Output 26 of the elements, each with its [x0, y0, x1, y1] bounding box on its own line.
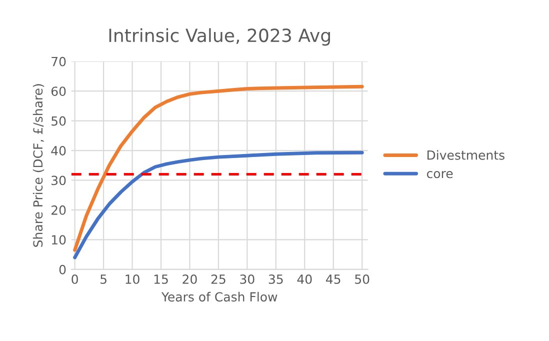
y-tick-label: 20 [52, 205, 66, 215]
x-tick-label: 35 [268, 274, 283, 284]
x-tick-label: 45 [326, 274, 340, 284]
y-tick-label: 10 [52, 235, 66, 245]
x-tick-label: 30 [240, 274, 254, 284]
line-series [73, 150, 364, 260]
line-series [73, 84, 364, 252]
y-tick-label: 40 [51, 146, 66, 156]
y-tick-label: 70 [52, 56, 66, 66]
x-tick-label: 10 [126, 274, 140, 284]
x-tick-label: 5 [100, 274, 106, 284]
x-tick-label: 20 [182, 274, 197, 284]
x-tick-label: 15 [154, 274, 168, 284]
y-tick-label: 60 [51, 86, 66, 96]
y-axis-title: Share Price (DCF, £/share) [32, 84, 44, 247]
chart-title: Intrinsic Value, 2023 Avg [109, 28, 330, 46]
y-tick-label: 50 [52, 116, 66, 126]
legend-label: Divestments [427, 150, 504, 160]
legend-label: core [426, 171, 453, 178]
x-axis-title: Years of Cash Flow [161, 292, 278, 302]
y-tick-label: 0 [59, 264, 66, 274]
x-tick-label: 0 [72, 274, 78, 284]
y-tick-label: 30 [52, 176, 66, 186]
x-tick-label: 50 [355, 274, 370, 284]
x-tick-label: 25 [211, 274, 226, 284]
x-tick-label: 40 [297, 274, 312, 284]
